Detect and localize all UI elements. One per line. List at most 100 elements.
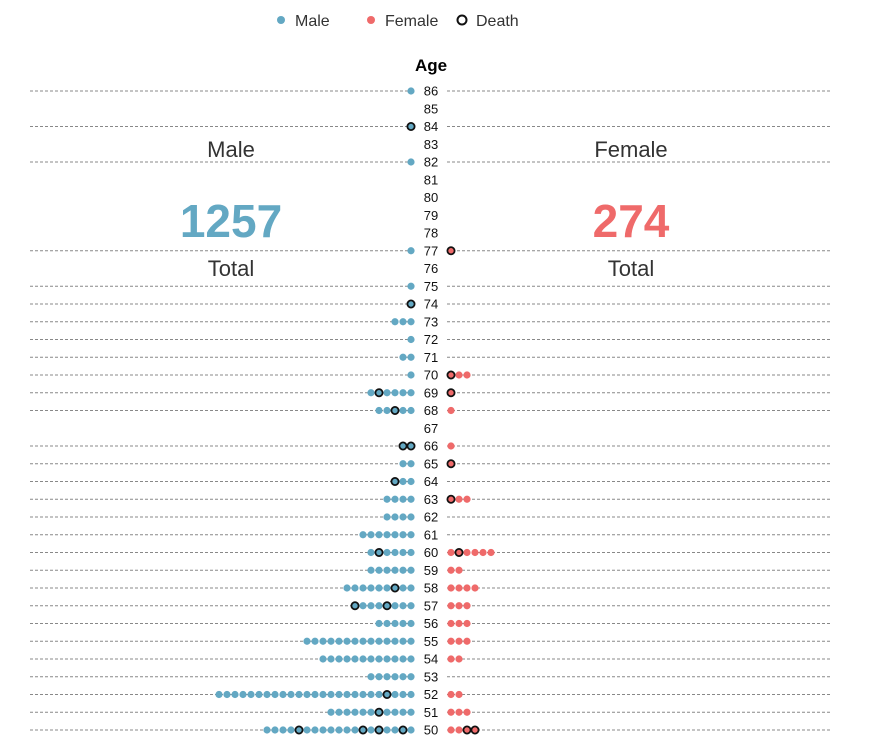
male-dot [399, 548, 407, 557]
tick-label-bg [420, 634, 442, 649]
tick-label-bg [420, 226, 442, 240]
male-dot [375, 602, 383, 610]
male-dot [263, 690, 271, 699]
male-dot [391, 513, 399, 521]
male-dot [399, 619, 407, 628]
tick-label-71: 71 [424, 350, 438, 365]
male-dot [375, 619, 383, 628]
male-dot [407, 531, 415, 539]
female-dot [455, 495, 463, 503]
female-dot [487, 548, 495, 557]
male-dot [391, 495, 399, 503]
tick-label-bg [420, 368, 442, 382]
female-dot [463, 584, 471, 592]
male-dot [407, 477, 415, 486]
female-death-dot [470, 725, 480, 735]
female-dot [479, 548, 487, 557]
male-dot [327, 637, 335, 645]
male-dot [383, 513, 391, 521]
tick-label-83: 83 [424, 137, 438, 152]
tick-label-bg [420, 172, 442, 187]
male-dot [391, 673, 399, 681]
male-dot [407, 673, 415, 681]
female-total-value: 274 [593, 195, 670, 247]
male-dot [295, 690, 303, 699]
tick-label-72: 72 [424, 332, 438, 347]
legend-item-female: Female [367, 13, 438, 30]
male-dot [343, 690, 351, 699]
male-dot [399, 406, 407, 415]
tick-label-bg [420, 208, 442, 223]
male-dot [367, 602, 375, 610]
female-dot [463, 708, 471, 716]
male-dot [391, 318, 399, 326]
male-death-dot [350, 601, 360, 611]
legend-item-male: Male [277, 13, 330, 30]
male-death-dot [406, 299, 416, 309]
male-death-dot [406, 122, 416, 132]
female-dot [455, 655, 463, 663]
male-dot [407, 371, 415, 379]
male-dot [319, 690, 327, 699]
female-dot [447, 602, 455, 610]
female-dot [447, 708, 455, 716]
tick-label-76: 76 [424, 261, 438, 276]
male-death-dot [374, 548, 384, 558]
tick-label-bg [420, 314, 442, 329]
male-dot [399, 353, 407, 361]
male-dot [343, 726, 351, 734]
male-dot [383, 495, 391, 503]
tick-label-bg [420, 119, 442, 134]
male-dot [399, 389, 407, 397]
tick-label-bg [420, 421, 442, 436]
tick-label-bg [420, 84, 442, 98]
male-dot [391, 637, 399, 645]
male-dot [391, 708, 399, 716]
legend-marker-male [277, 16, 285, 24]
male-dot [263, 726, 271, 734]
male-panel-title: Male [207, 137, 255, 162]
male-dot [407, 708, 415, 716]
male-dot [303, 726, 311, 734]
female-dot [471, 548, 479, 557]
male-dot [367, 708, 375, 716]
male-dot [351, 655, 359, 663]
legend-label-female: Female [385, 13, 438, 30]
female-dot [447, 637, 455, 645]
male-dot [399, 637, 407, 645]
tick-label-bg [420, 456, 442, 471]
male-dot [407, 318, 415, 326]
female-dot [447, 548, 455, 557]
male-death-dot [406, 441, 416, 451]
female-dot [455, 371, 463, 379]
male-dot [383, 673, 391, 681]
tick-label-bg [420, 101, 442, 116]
tick-label-51: 51 [424, 705, 438, 720]
female-dot [455, 637, 463, 645]
female-death-dot [446, 388, 456, 398]
tick-label-bg [420, 545, 442, 560]
legend-marker-female [367, 16, 375, 24]
male-dot [383, 406, 391, 415]
female-death-dot [446, 246, 456, 256]
male-death-dot [390, 583, 400, 593]
tick-label-bg [420, 297, 442, 311]
tick-label-81: 81 [424, 172, 438, 187]
tick-label-67: 67 [424, 421, 438, 436]
female-dot [463, 602, 471, 610]
tick-label-bg [420, 155, 442, 169]
male-death-dot [390, 405, 400, 415]
female-dot [447, 406, 455, 415]
male-dot [391, 726, 399, 734]
male-dot [399, 477, 407, 486]
legend-item-death: Death [456, 13, 519, 30]
male-death-dot [398, 725, 408, 735]
male-dot [383, 619, 391, 628]
male-dot [343, 655, 351, 663]
female-summary-panel: Female 274 Total [593, 137, 670, 281]
tick-label-82: 82 [424, 155, 438, 170]
female-dot [447, 726, 455, 734]
male-dot [367, 673, 375, 681]
female-dot [447, 619, 455, 628]
tick-label-77: 77 [424, 243, 438, 258]
